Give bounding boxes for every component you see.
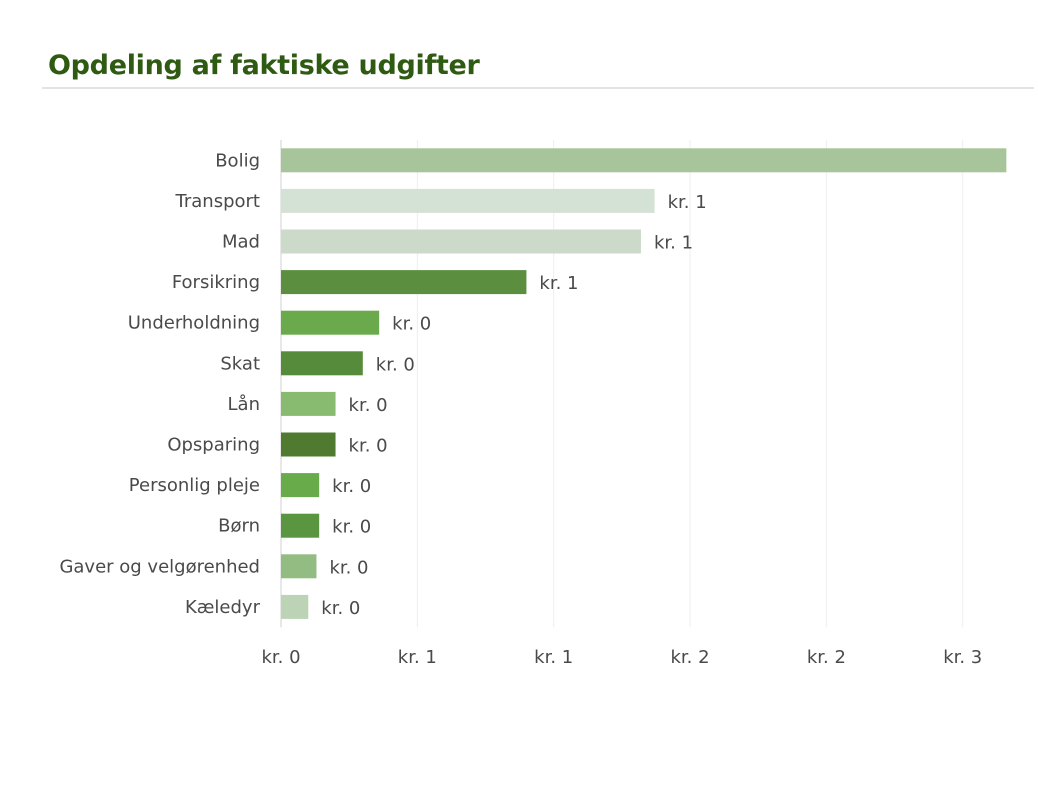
bar [281, 148, 1007, 173]
data-label: kr. 0 [332, 517, 371, 538]
bar [281, 229, 641, 254]
bar [281, 391, 336, 416]
x-tick-label: kr. 1 [534, 647, 573, 668]
x-tick-label: kr. 2 [807, 647, 846, 668]
data-label: kr. 0 [392, 314, 431, 335]
title-divider [42, 87, 1034, 89]
data-labels: kr. 1 kr. 1 kr. 1 kr. 0 kr. 0 kr. 0 kr. 0 kr. 0… [321, 192, 706, 619]
category-label: Forsikring [172, 272, 260, 293]
bar [281, 310, 380, 335]
category-label: Personlig pleje [129, 475, 260, 496]
category-label: Lån [228, 394, 260, 415]
data-label: kr. 0 [321, 598, 360, 619]
category-label: Opsparing [167, 435, 260, 456]
category-label: Transport [175, 191, 260, 212]
category-label: Skat [220, 353, 260, 374]
bar [281, 513, 320, 538]
category-label: Underholdning [128, 313, 260, 334]
data-label: kr. 0 [349, 395, 388, 416]
category-label: Kæledyr [185, 597, 261, 618]
data-label: kr. 1 [668, 192, 707, 213]
bar [281, 554, 317, 579]
chart-title: Opdeling af faktiske udgifter [48, 50, 480, 81]
bar [281, 473, 320, 498]
bar [281, 432, 336, 457]
bar [281, 594, 309, 619]
data-label: kr. 0 [329, 557, 368, 578]
category-label: Bolig [215, 150, 260, 171]
data-label: kr. 1 [539, 273, 578, 294]
bar [281, 270, 527, 295]
gridlines [280, 140, 964, 628]
x-axis-tick-labels: kr. 0 kr. 1 kr. 1 kr. 2 kr. 2 kr. 3 [261, 647, 982, 668]
bar [281, 351, 363, 376]
x-tick-label: kr. 2 [670, 647, 709, 668]
data-label: kr. 0 [376, 354, 415, 375]
category-label: Gaver og velgørenhed [59, 556, 260, 577]
data-label: kr. 0 [349, 436, 388, 457]
data-label: kr. 0 [332, 476, 371, 497]
category-label: Børn [218, 516, 260, 537]
data-label: kr. 1 [654, 233, 693, 254]
bar [281, 188, 655, 213]
category-labels: Bolig Transport Mad Forsikring Underholdning… [59, 150, 260, 618]
x-tick-label: kr. 0 [261, 647, 300, 668]
x-tick-label: kr. 3 [943, 647, 982, 668]
x-tick-label: kr. 1 [398, 647, 437, 668]
bars [281, 148, 1007, 619]
category-label: Mad [222, 232, 260, 253]
